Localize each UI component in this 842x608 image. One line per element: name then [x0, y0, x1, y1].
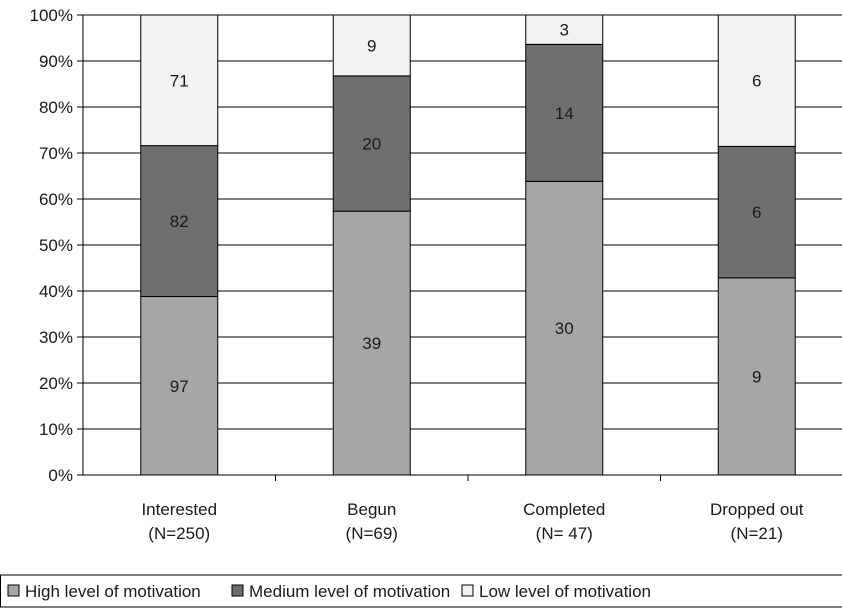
y-tick-label: 0% [48, 466, 73, 485]
legend: High level of motivation Medium level of … [0, 574, 842, 608]
bar-segment [140, 14, 219, 147]
bar-segment [332, 210, 411, 476]
bar-segment [525, 180, 604, 476]
data-label: 9 [752, 367, 761, 386]
bar-segment [525, 43, 604, 182]
legend-swatch [231, 584, 244, 597]
data-label: 6 [752, 203, 761, 222]
bar-segment [717, 277, 796, 476]
bar-segment [140, 145, 219, 298]
x-category-label: Dropped out [710, 500, 804, 519]
y-tick-label: 20% [39, 374, 73, 393]
x-category-n: (N=21) [731, 524, 783, 543]
data-label: 30 [555, 319, 574, 338]
bar-segment [717, 145, 796, 279]
legend-box [0, 574, 842, 608]
x-category-label: Completed [523, 500, 605, 519]
x-category-label: Begun [347, 500, 396, 519]
data-label: 9 [367, 36, 376, 55]
legend-swatch [461, 584, 474, 597]
x-category-label: Interested [141, 500, 217, 519]
y-tick-label: 70% [39, 144, 73, 163]
data-label: 3 [560, 21, 569, 40]
x-axis-ticks: Interested (N=250) Begun (N=69) Completed (N=… [141, 475, 804, 543]
legend-label: High level of motivation [25, 582, 201, 601]
bar-segment [525, 14, 604, 45]
x-category-n: (N=250) [148, 524, 210, 543]
x-category-n: (N= 47) [536, 524, 593, 543]
bar-segment [332, 14, 411, 77]
legend-swatch [7, 584, 20, 597]
y-axis-ticks: 0% 10% 20% 30% 40% 50% 60% 70% 80% 90% 100% [30, 6, 83, 485]
y-tick-label: 40% [39, 282, 73, 301]
data-label: 14 [555, 104, 574, 123]
y-tick-label: 60% [39, 190, 73, 209]
y-tick-label: 80% [39, 98, 73, 117]
y-tick-label: 30% [39, 328, 73, 347]
data-label: 82 [170, 212, 189, 231]
legend-label: Low level of motivation [479, 582, 651, 601]
legend-label: Medium level of motivation [249, 582, 450, 601]
y-tick-label: 50% [39, 236, 73, 255]
data-label: 39 [362, 334, 381, 353]
y-tick-label: 90% [39, 52, 73, 71]
data-label: 97 [170, 377, 189, 396]
y-tick-label: 10% [39, 420, 73, 439]
x-category-n: (N=69) [346, 524, 398, 543]
data-label: 6 [752, 72, 761, 91]
data-label: 20 [362, 135, 381, 154]
data-label: 71 [170, 71, 189, 90]
bar-segment [717, 14, 796, 147]
y-tick-label: 100% [30, 6, 73, 25]
